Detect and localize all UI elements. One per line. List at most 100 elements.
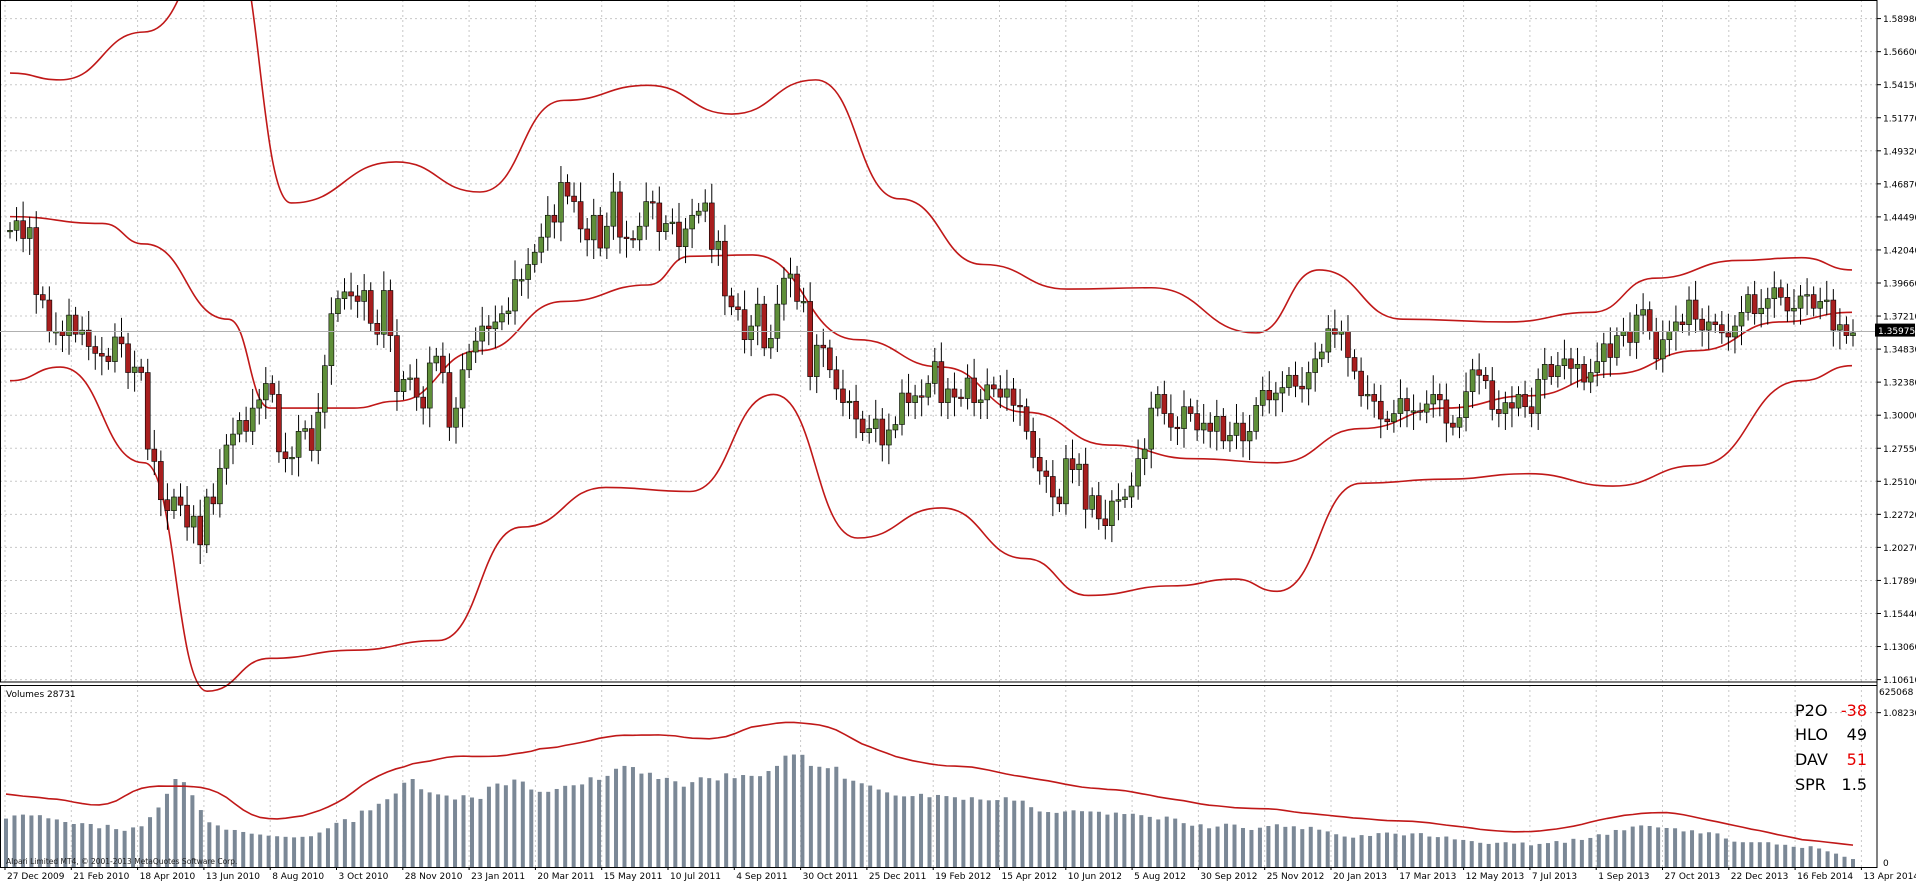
- candle: [203, 488, 210, 554]
- candle: [289, 446, 295, 476]
- candle: [663, 215, 669, 240]
- candle: [420, 386, 426, 425]
- candle-body-bear: [1010, 388, 1017, 406]
- candle-body-bull: [1318, 351, 1325, 360]
- candle: [1259, 376, 1266, 417]
- candle: [807, 282, 813, 391]
- candle-body-bull: [426, 362, 433, 409]
- candle: [1384, 410, 1391, 430]
- candle-body-bear: [46, 299, 53, 332]
- stat-value-p2o: -38: [1841, 701, 1867, 720]
- time-axis[interactable]: 27 Dec 2009 21 Feb 2010 18 Apr 2010 13 Jun …: [4, 867, 1916, 882]
- volume-bar: [1113, 812, 1118, 867]
- volume-bar: [647, 772, 652, 867]
- volume-bar: [1698, 833, 1703, 867]
- candle-body-bull: [26, 227, 33, 239]
- candle: [1614, 327, 1620, 366]
- candle: [499, 305, 505, 331]
- candle: [59, 320, 66, 353]
- volume-bar: [156, 807, 161, 867]
- volume-bar: [1664, 827, 1669, 867]
- candle: [879, 408, 886, 462]
- candle-body-bear: [905, 392, 912, 403]
- candle: [407, 364, 413, 391]
- candle: [545, 196, 551, 251]
- candle-body-bear: [879, 418, 886, 446]
- candle: [643, 182, 649, 240]
- candle-body-bear: [1778, 287, 1784, 298]
- volume-bar: [859, 783, 864, 867]
- y-tick-label: 1.34830: [1883, 346, 1916, 356]
- candle: [1128, 472, 1135, 508]
- candle-body-bull: [1555, 365, 1561, 377]
- candle: [1725, 313, 1732, 351]
- candle-body-bear: [1174, 426, 1181, 430]
- volume-bar: [266, 835, 271, 867]
- candle-body-bull: [787, 273, 794, 279]
- candle: [525, 248, 531, 299]
- volume-bar: [249, 833, 254, 867]
- x-tick-label: 20 Mar 2011: [537, 872, 594, 882]
- volume-bar: [190, 795, 195, 867]
- volume-bar: [1190, 825, 1195, 867]
- volume-bar: [1452, 839, 1457, 867]
- volume-bar: [1732, 841, 1737, 867]
- candle-body-bear: [722, 240, 728, 297]
- volume-bar: [1164, 816, 1169, 867]
- candle-body-bull: [335, 298, 341, 315]
- current-price-marker: [1875, 323, 1915, 337]
- candle-body-bear: [1712, 321, 1719, 325]
- candle: [1109, 490, 1115, 543]
- candle: [512, 260, 518, 325]
- price-axis[interactable]: 1.58980 1.56600 1.54150 1.51770 1.49320 1.468…: [1877, 15, 1916, 719]
- candle-body-bear: [276, 394, 282, 453]
- candle: [1318, 343, 1325, 368]
- volume-bar: [935, 794, 940, 867]
- volume-bar: [673, 781, 678, 867]
- volume-bar: [80, 823, 85, 867]
- volume-bar: [529, 789, 534, 867]
- candle: [912, 384, 918, 420]
- candle: [1810, 286, 1817, 317]
- candle: [1456, 403, 1463, 439]
- candle: [676, 202, 682, 261]
- candle-body-bear: [577, 201, 584, 230]
- candle-body-bull: [689, 214, 695, 230]
- candle-body-bull: [846, 400, 853, 404]
- candle: [768, 324, 774, 359]
- volume-bar: [71, 823, 76, 867]
- y-tick-label: 1.46870: [1883, 180, 1916, 190]
- candle-body-bull: [13, 220, 20, 231]
- volume-bar: [1130, 813, 1135, 867]
- candle-body-bear: [118, 336, 125, 345]
- candle: [1509, 386, 1515, 428]
- candle: [1771, 271, 1778, 318]
- candle-body-bear: [1220, 415, 1227, 442]
- candle: [295, 414, 302, 477]
- volume-bar: [791, 754, 796, 867]
- candle: [33, 211, 40, 314]
- candle: [197, 499, 204, 564]
- candle: [728, 287, 735, 316]
- volume-bar: [359, 810, 364, 867]
- candle-body-bull: [131, 366, 138, 373]
- volume-axis-min-label: 0: [1883, 859, 1889, 869]
- candle-body-bull: [682, 228, 689, 248]
- candle-body-bull: [1456, 417, 1463, 428]
- volume-bar: [300, 836, 305, 867]
- candle-body-bear: [1023, 406, 1030, 432]
- candle: [1148, 391, 1155, 469]
- y-tick-label: 1.39660: [1883, 280, 1916, 290]
- candle-body-bull: [912, 395, 918, 403]
- candle-body-bear: [597, 214, 604, 249]
- candle: [636, 212, 643, 251]
- candle-body-bull: [518, 279, 525, 282]
- volume-bar: [393, 793, 398, 867]
- candle-body-bull: [1561, 358, 1568, 366]
- volume-bar: [1054, 812, 1059, 867]
- candle-body-bull: [315, 411, 322, 451]
- volume-bar: [1656, 827, 1661, 867]
- candle: [354, 285, 361, 318]
- candle: [800, 287, 807, 313]
- x-tick-label: 28 Nov 2010: [405, 872, 463, 882]
